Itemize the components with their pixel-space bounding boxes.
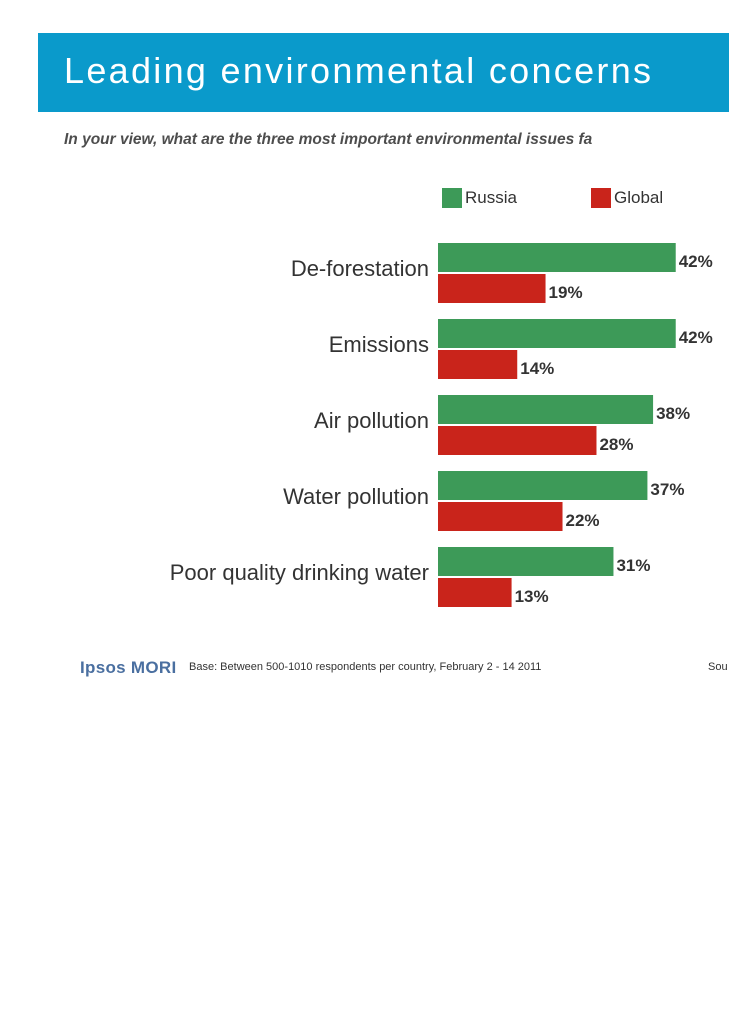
legend-swatch-russia	[442, 188, 462, 208]
legend-swatch-global	[591, 188, 611, 208]
bar-russia-water-pollution	[438, 471, 648, 500]
data-label-russia-emissions: 42%	[679, 328, 713, 347]
bar-russia-poor-quality-drinking-water	[438, 547, 614, 576]
bar-russia-air-pollution	[438, 395, 654, 424]
legend-item-global: Global	[591, 188, 663, 208]
data-label-russia-air-pollution: 38%	[656, 404, 690, 423]
bar-global-poor-quality-drinking-water	[438, 578, 512, 607]
title-bar: Leading environmental concerns	[38, 33, 729, 112]
category-label-de-forestation: De-forestation	[291, 256, 429, 281]
data-label-global-de-forestation: 19%	[549, 283, 583, 302]
data-label-russia-water-pollution: 37%	[650, 480, 684, 499]
legend-label-russia: Russia	[465, 188, 517, 207]
category-label-water-pollution: Water pollution	[283, 484, 429, 509]
data-label-russia-de-forestation: 42%	[679, 252, 713, 271]
legend-label-global: Global	[614, 188, 664, 207]
bar-russia-emissions	[438, 319, 676, 348]
bar-global-air-pollution	[438, 426, 597, 455]
legend-item-russia: Russia	[442, 188, 517, 208]
data-label-global-poor-quality-drinking-water: 13%	[515, 587, 549, 606]
data-label-russia-poor-quality-drinking-water: 31%	[616, 556, 650, 575]
data-label-global-air-pollution: 28%	[599, 435, 633, 454]
chart-subtitle: In your view, what are the three most im…	[64, 131, 593, 148]
category-label-poor-quality-drinking-water: Poor quality drinking water	[170, 560, 429, 585]
bar-russia-de-forestation	[438, 243, 676, 272]
bar-chart: De-forestation 42% 19% Emissions 42% 14% Air p…	[170, 243, 713, 607]
footer-source-note: Sou	[708, 661, 728, 673]
bar-global-de-forestation	[438, 274, 546, 303]
page-title: Leading environmental concerns	[64, 50, 654, 91]
data-label-global-water-pollution: 22%	[566, 511, 600, 530]
bar-global-water-pollution	[438, 502, 563, 531]
category-label-emissions: Emissions	[329, 332, 429, 357]
footer-base-note: Base: Between 500-1010 respondents per c…	[189, 661, 542, 673]
data-label-global-emissions: 14%	[520, 359, 554, 378]
category-label-air-pollution: Air pollution	[314, 408, 429, 433]
bar-global-emissions	[438, 350, 518, 379]
ipsos-mori-logo: Ipsos MORI	[80, 658, 177, 677]
